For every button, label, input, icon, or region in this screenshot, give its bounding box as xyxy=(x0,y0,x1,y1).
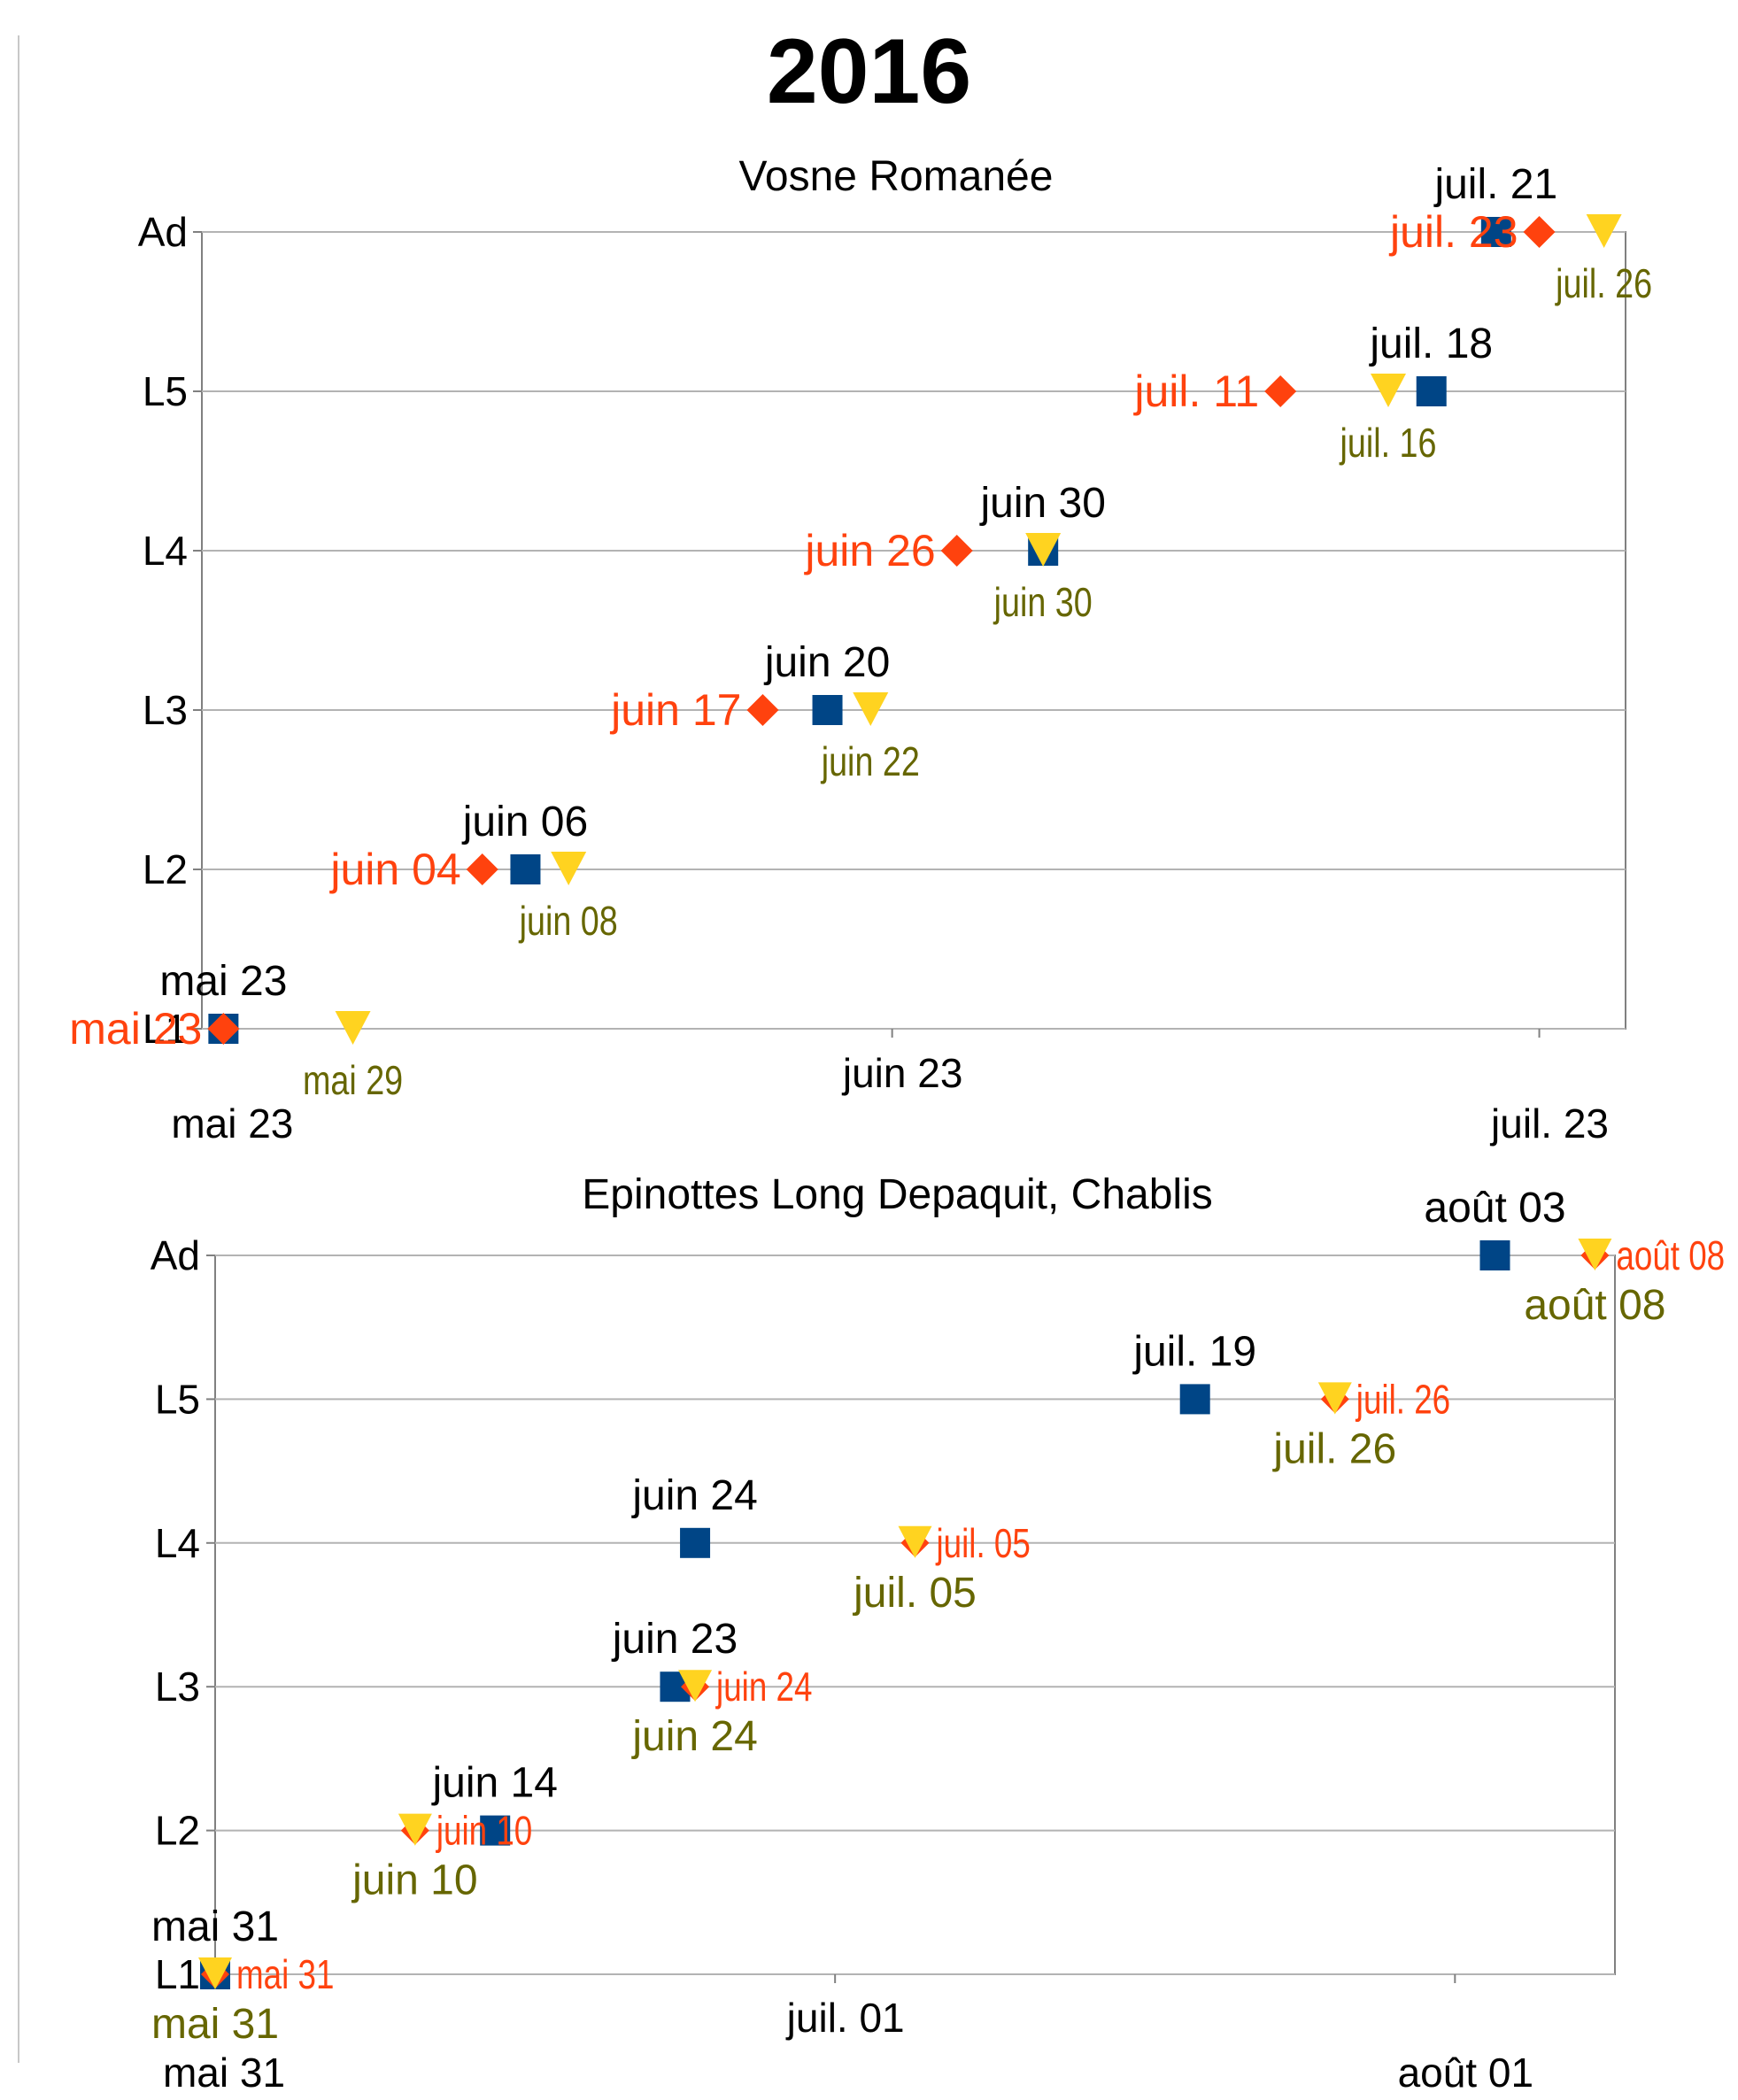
chart-title: Epinottes Long Depaquit, Chablis xyxy=(582,1171,1212,1218)
square-data-label: juin 20 xyxy=(763,639,890,686)
triangle-data-label: juin 30 xyxy=(993,579,1093,624)
square-data-label: juin 23 xyxy=(611,1616,738,1663)
y-tick-label-l1: L1 xyxy=(155,1951,200,1997)
y-tick-label-l2: L2 xyxy=(143,846,188,892)
triangle-marker xyxy=(678,1670,713,1702)
square-data-label: mai 31 xyxy=(151,1903,279,1950)
square-marker xyxy=(1479,1240,1510,1270)
diamond-data-label: juin 24 xyxy=(715,1664,812,1710)
diamond-data-label: août 08 xyxy=(1616,1232,1725,1278)
y-tick-label-l4: L4 xyxy=(155,1520,200,1566)
page-title: 2016 xyxy=(766,20,972,123)
x-tick-label: août 01 xyxy=(1398,2050,1533,2096)
y-tick-label-l3: L3 xyxy=(143,687,188,733)
diamond-marker xyxy=(466,853,498,885)
triangle-marker xyxy=(335,1011,371,1045)
triangle-marker xyxy=(198,1957,232,1990)
diamond-data-label: juil. 11 xyxy=(1132,367,1259,416)
diamond-data-label: mai 23 xyxy=(69,1004,202,1054)
square-marker xyxy=(1179,1384,1210,1415)
diamond-data-label: juin 04 xyxy=(328,845,460,894)
triangle-marker xyxy=(1317,1382,1352,1415)
triangle-data-label: juil. 26 xyxy=(1554,260,1652,305)
y-tick-label-l3: L3 xyxy=(155,1664,200,1710)
diamond-data-label: juin 10 xyxy=(435,1808,532,1854)
x-tick-label: juil. 01 xyxy=(785,1995,905,2041)
square-data-label: juin 14 xyxy=(430,1760,557,1807)
y-tick-label-l2: L2 xyxy=(155,1808,200,1854)
triangle-data-label: mai 31 xyxy=(151,2001,279,2048)
diamond-marker xyxy=(207,1013,240,1045)
x-tick-label: mai 31 xyxy=(163,2050,285,2096)
triangle-data-label: juin 08 xyxy=(518,898,618,943)
square-marker xyxy=(1416,376,1447,406)
triangle-marker xyxy=(551,852,587,885)
y-tick-label-l5: L5 xyxy=(155,1376,200,1422)
y-tick-label-ad: Ad xyxy=(138,209,188,255)
diamond-data-label: mai 31 xyxy=(236,1951,334,1997)
y-tick-label-l1: L1 xyxy=(143,1006,188,1052)
triangle-marker xyxy=(1578,1239,1612,1271)
triangle-data-label: juil. 26 xyxy=(1271,1425,1396,1472)
triangle-marker xyxy=(398,1813,432,1846)
triangle-data-label: juin 24 xyxy=(630,1713,757,1760)
x-tick-label: juin 23 xyxy=(841,1050,963,1096)
square-data-label: mai 23 xyxy=(159,958,287,1005)
chart-title: Vosne Romanée xyxy=(739,153,1054,200)
triangle-data-label: août 08 xyxy=(1524,1282,1665,1329)
diamond-marker xyxy=(746,694,779,726)
square-data-label: juil. 18 xyxy=(1368,320,1493,367)
square-data-label: juil. 21 xyxy=(1433,161,1557,208)
diamond-data-label: juin 17 xyxy=(609,685,741,735)
square-data-label: juin 24 xyxy=(630,1472,757,1519)
triangle-data-label: juil. 16 xyxy=(1339,420,1437,465)
y-tick-label-l5: L5 xyxy=(143,368,188,414)
square-data-label: juin 06 xyxy=(461,799,588,845)
diamond-marker xyxy=(1523,216,1556,248)
square-data-label: août 03 xyxy=(1424,1185,1565,1231)
x-tick-label: juil. 23 xyxy=(1489,1100,1609,1147)
y-tick-label-l4: L4 xyxy=(143,528,188,574)
square-marker xyxy=(812,695,843,725)
square-data-label: juil. 19 xyxy=(1132,1328,1256,1375)
x-tick-label: mai 23 xyxy=(171,1100,293,1147)
triangle-data-label: mai 29 xyxy=(303,1057,403,1102)
diamond-data-label: juin 26 xyxy=(803,526,935,575)
square-marker xyxy=(680,1527,711,1558)
triangle-marker xyxy=(1586,214,1622,248)
triangle-data-label: juil. 05 xyxy=(852,1570,977,1617)
square-marker xyxy=(480,1815,511,1846)
triangle-marker xyxy=(853,692,889,726)
chart-1: Vosne Romanée L1 L2 L3 L4 L5 Ad mai 23 juin 23 ju… xyxy=(69,153,1652,1147)
triangle-marker xyxy=(898,1525,932,1558)
diamond-marker xyxy=(1264,375,1297,407)
square-marker xyxy=(510,854,541,884)
diamond-data-label: juil. 05 xyxy=(935,1520,1031,1566)
y-tick-label-ad: Ad xyxy=(151,1232,200,1278)
diamond-marker xyxy=(940,535,973,567)
square-data-label: juin 30 xyxy=(978,480,1105,527)
diamond-data-label: juil. 26 xyxy=(1355,1376,1450,1422)
triangle-data-label: juin 10 xyxy=(351,1857,477,1904)
chart-2: Epinottes Long Depaquit, Chablis L1 L2 L3 L4… xyxy=(151,1171,1725,2096)
triangle-data-label: juin 22 xyxy=(820,738,920,784)
triangle-marker xyxy=(1371,374,1406,407)
square-marker xyxy=(1480,217,1511,247)
left-border-line xyxy=(18,35,19,2063)
triangle-marker xyxy=(1025,533,1062,567)
diamond-data-label: juil. 23 xyxy=(1388,207,1518,257)
